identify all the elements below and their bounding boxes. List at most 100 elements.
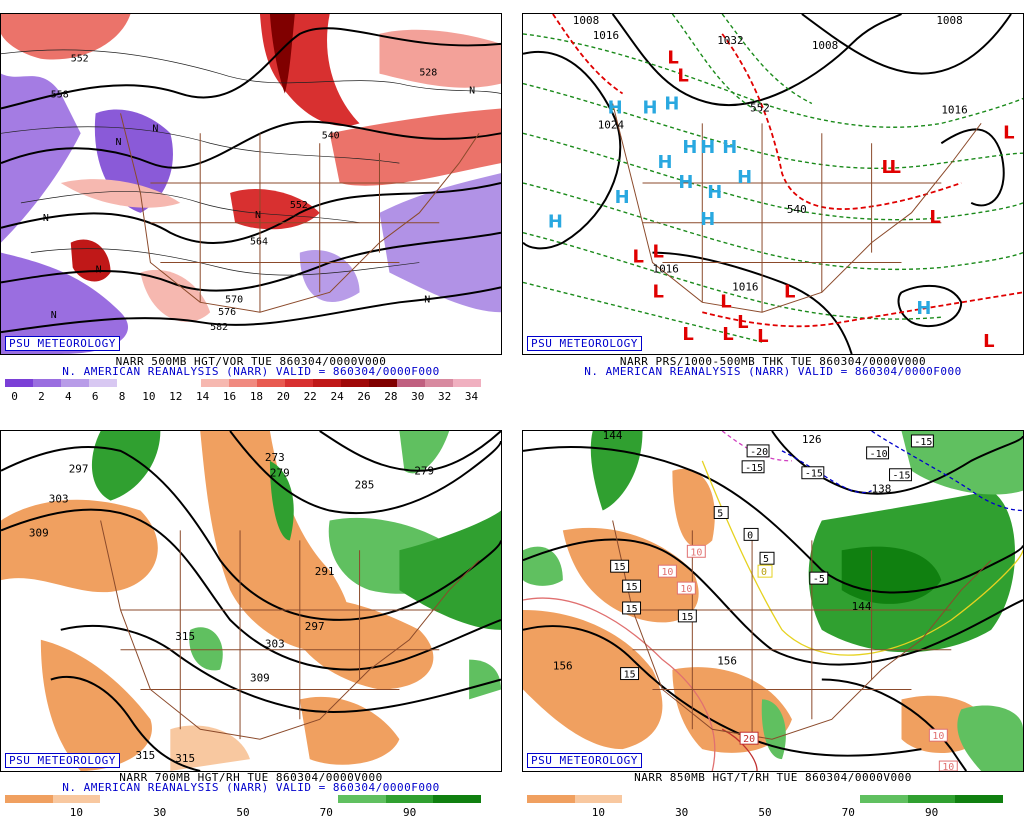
colorbar-swatch <box>369 379 397 387</box>
contour-label: 297 <box>69 463 89 476</box>
colorbar-swatch <box>257 379 285 387</box>
colorbar-swatch <box>89 379 117 387</box>
map-850mb: 156 156 144 126 138 144 -20 -15 -15 -10 … <box>522 430 1024 772</box>
contour-label: 315 <box>135 749 155 762</box>
colorbar-tick-label: 70 <box>841 806 855 819</box>
contour-label: 552 <box>290 200 308 211</box>
map-700mb: 297 303 309 315 315 315 309 303 297 291 … <box>0 430 502 772</box>
panel-caption-valid: N. AMERICAN REANALYSIS (NARR) VALID = 86… <box>584 365 962 378</box>
colorbar-swatch <box>433 795 481 803</box>
colorbar-tick-label: 30 <box>411 390 425 403</box>
colorbar-tick-label: 50 <box>236 806 250 819</box>
low-pressure-symbol: L <box>882 157 893 178</box>
temp-box: 0 <box>757 564 773 578</box>
colorbar-tick-label: 16 <box>222 390 237 403</box>
low-pressure-symbol: L <box>983 331 994 352</box>
high-pressure-symbol: H <box>700 137 715 158</box>
map-850mb-svg: 156 156 144 126 138 144 -20 -15 -15 -10 … <box>523 431 1023 771</box>
vorticity-symbol: N <box>152 123 158 134</box>
contour-label: 273 <box>265 451 285 464</box>
colorbar-swatch <box>145 379 173 387</box>
low-pressure-symbol: L <box>667 48 678 69</box>
contour-label: 552 <box>71 54 89 65</box>
contour-label: 582 <box>210 322 228 333</box>
contour-label: 156 <box>717 655 737 668</box>
colorbar-tick-label: 90 <box>402 806 417 819</box>
svg-text:-15: -15 <box>914 437 932 448</box>
thickness-label: 552 <box>750 101 770 114</box>
colorbar-tick-label: 90 <box>924 806 939 819</box>
temp-box: 15 <box>610 559 630 573</box>
contour-label: 144 <box>603 431 623 442</box>
contour-label: 291 <box>315 565 335 578</box>
high-pressure-symbol: H <box>722 137 737 158</box>
temp-box: -15 <box>801 466 825 480</box>
thickness-label: 540 <box>787 203 807 216</box>
temp-box: 20 <box>739 731 759 745</box>
colorbar-tick-label: 28 <box>384 390 398 403</box>
colorbar-swatch <box>5 379 33 387</box>
temp-box: 5 <box>759 551 775 565</box>
isobar-label: 1016 <box>732 280 758 293</box>
contour-label: 558 <box>51 90 69 101</box>
colorbar <box>527 795 1003 803</box>
colorbar-swatch <box>341 379 369 387</box>
colorbar <box>5 795 481 803</box>
psu-meteorology-badge: PSU METEOROLOGY <box>527 336 642 351</box>
vorticity-symbol: N <box>51 310 57 321</box>
contour-label: 138 <box>872 483 892 496</box>
high-pressure-symbol: H <box>615 187 630 208</box>
temp-box: 10 <box>657 564 677 578</box>
map-pressure-svg: 1008 1016 1024 1016 1016 1016 1008 1032 … <box>523 14 1023 354</box>
colorbar-swatch <box>173 379 201 387</box>
colorbar-swatch <box>385 795 434 803</box>
panel-caption-valid: N. AMERICAN REANALYSIS (NARR) VALID = 86… <box>62 365 440 378</box>
isobar-label: 1016 <box>652 262 678 275</box>
colorbar-ticks: 0 2 4 6 8 10 12 14 16 18 20 22 24 26 28 30 32 34 <box>5 390 481 403</box>
panel-caption-title: NARR 700MB HGT/RH TUE 860304/0000V000 <box>119 771 383 784</box>
colorbar-swatch <box>147 795 196 803</box>
colorbar-tick-label: 4 <box>64 390 72 403</box>
colorbar-swatch <box>100 795 148 803</box>
map-500mb-svg: 552 558 528 540 552 564 570 576 582 N N … <box>1 14 501 354</box>
temp-box: 10 <box>676 581 696 595</box>
low-pressure-symbol: L <box>720 291 731 312</box>
contour-label: 279 <box>270 467 290 480</box>
isobar-label: 1016 <box>593 29 619 42</box>
contour-label: 309 <box>29 526 49 539</box>
low-pressure-symbol: L <box>633 247 644 268</box>
colorbar-tick-label: 30 <box>675 806 689 819</box>
colorbar-swatch <box>52 795 101 803</box>
svg-text:15: 15 <box>624 670 636 681</box>
svg-text:10: 10 <box>942 762 954 771</box>
low-pressure-symbol: L <box>1003 122 1014 143</box>
svg-text:20: 20 <box>743 734 755 745</box>
colorbar-tick-label: 26 <box>357 390 371 403</box>
temp-box: 15 <box>622 579 642 593</box>
psu-meteorology-badge: PSU METEOROLOGY <box>5 753 120 768</box>
svg-text:0: 0 <box>747 530 753 541</box>
low-pressure-symbol: L <box>890 157 901 178</box>
contour-label: 156 <box>553 660 573 673</box>
temp-box: -15 <box>889 468 912 482</box>
colorbar-tick-label: 14 <box>196 390 210 403</box>
svg-text:-15: -15 <box>893 471 911 482</box>
low-pressure-symbol: L <box>737 312 748 333</box>
map-700mb-svg: 297 303 309 315 315 315 309 303 297 291 … <box>1 431 501 771</box>
isobar-label: 1024 <box>598 118 625 131</box>
temp-box: 10 <box>938 760 958 771</box>
colorbar-swatch <box>764 795 813 803</box>
colorbar-swatch <box>453 379 481 387</box>
panel-pressure-thickness: 1008 1016 1024 1016 1016 1016 1008 1032 … <box>522 0 1024 408</box>
svg-text:-5: -5 <box>813 574 825 585</box>
svg-text:-10: -10 <box>870 449 888 460</box>
colorbar-swatch <box>397 379 425 387</box>
high-pressure-symbol: H <box>707 182 722 203</box>
colorbar-swatch <box>574 795 623 803</box>
colorbar-tick-label: 32 <box>437 390 452 403</box>
colorbar-tick-label: 12 <box>169 390 183 403</box>
temp-box: 10 <box>686 544 706 558</box>
colorbar-swatch <box>285 379 313 387</box>
svg-text:10: 10 <box>661 567 673 578</box>
svg-text:15: 15 <box>626 604 638 615</box>
